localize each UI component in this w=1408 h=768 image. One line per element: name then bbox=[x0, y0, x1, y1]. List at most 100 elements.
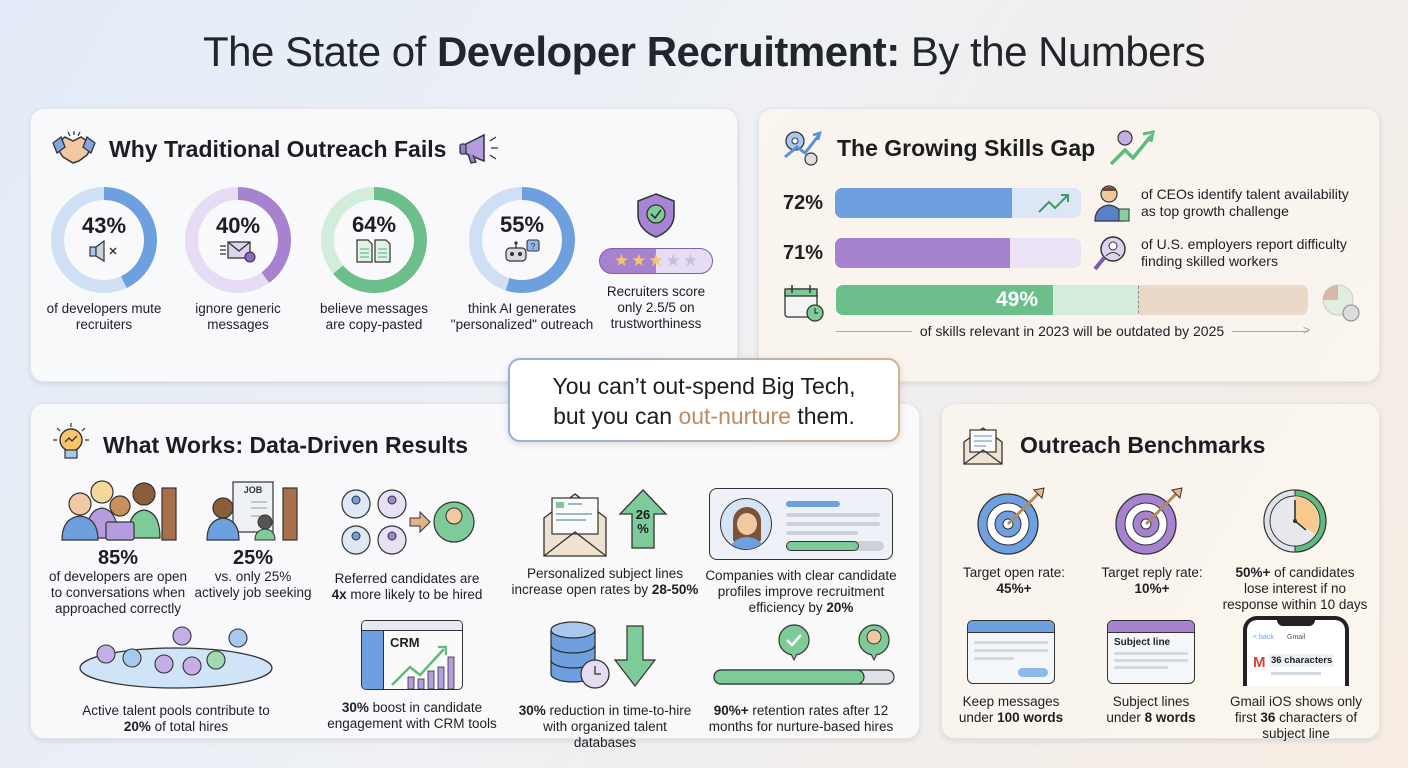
stat-label: retention rates after 12 months for nurt… bbox=[708, 703, 894, 734]
search-person-icon bbox=[1093, 236, 1126, 271]
stat-label: Gmail iOS shows only first bbox=[1229, 694, 1363, 725]
stat-label: characters of subject line bbox=[1262, 710, 1358, 741]
mock-subject-text: Subject line bbox=[1114, 637, 1171, 648]
stat-value: 64% bbox=[351, 212, 397, 237]
pie-clock-icon bbox=[1322, 284, 1360, 322]
subject-window-icon: Subject line bbox=[1107, 620, 1195, 684]
stat-crm-engagement: CRM 30% boost in candidate engagement wi… bbox=[327, 620, 497, 732]
stat-highlight: 20% bbox=[123, 719, 151, 734]
title-pre: The State of bbox=[202, 28, 437, 75]
job-seeker-icon: JOB bbox=[206, 481, 298, 541]
stat-value: 43% bbox=[81, 213, 127, 238]
outdated-caption: of skills relevant in 2023 will be outda… bbox=[836, 323, 1310, 339]
star-rating: ★ ★ ★ ★ ★ bbox=[599, 248, 713, 274]
handshake-icon bbox=[52, 131, 96, 164]
envelope-icon bbox=[220, 241, 256, 263]
stat-label: ignore generic messages bbox=[195, 301, 281, 332]
benchmark-open-rate: Target open rate: 45%+ bbox=[954, 486, 1074, 597]
benchmark-reply-rate: Target reply rate: 10%+ bbox=[1092, 486, 1212, 597]
bar-description: of CEOs identify talent availability as … bbox=[1141, 186, 1349, 219]
bar-description: of skills relevant in 2023 will be outda… bbox=[919, 323, 1225, 339]
crm-label: CRM bbox=[390, 635, 420, 650]
stat-label: of total hires bbox=[150, 719, 229, 734]
stat-personalized-subjects: 26% Personalized subject lines increase … bbox=[505, 488, 705, 598]
quote-line-1: You can’t out-spend Big Tech, bbox=[552, 373, 856, 399]
bar-value: 72% bbox=[783, 191, 824, 214]
benchmark-message-length: Keep messages under 100 words bbox=[956, 620, 1066, 726]
stat-actively-seeking: JOB 25% vs. only 25% actively job seekin… bbox=[193, 476, 313, 601]
donut-chart: 40% bbox=[185, 187, 291, 293]
stat-highlight: 90%+ bbox=[713, 703, 749, 718]
stat-label: Target reply rate: bbox=[1101, 565, 1203, 580]
stat-highlight: 4x bbox=[331, 587, 347, 602]
quote-line-2: but you can out-nurture them. bbox=[510, 401, 898, 431]
message-window-icon bbox=[967, 620, 1055, 684]
quote-text: them. bbox=[790, 403, 855, 429]
mock-subject-text: 36 characters bbox=[1269, 654, 1335, 667]
bar-value: 71% bbox=[783, 241, 824, 264]
mock-app-name: Gmail bbox=[1287, 634, 1306, 641]
stat-value: 85% bbox=[97, 547, 139, 569]
open-envelope-icon bbox=[543, 493, 607, 557]
gear-trend-icon bbox=[784, 131, 822, 166]
stat-open-to-conversations: 85% of developers are open to conversati… bbox=[45, 476, 191, 617]
referral-network-icon bbox=[341, 489, 475, 555]
muted-speaker-icon bbox=[89, 239, 117, 263]
stat-label: more likely to be hired bbox=[346, 587, 483, 602]
stat-ai-personalized: 55% ? think AI generates "personalized" … bbox=[449, 187, 595, 333]
up-arrow-badge: 26% bbox=[618, 488, 668, 550]
donut-chart: 64% bbox=[321, 187, 427, 293]
benchmarks-card: Outreach Benchmarks Target open rate: 45… bbox=[941, 403, 1380, 741]
stat-label: believe messages are copy-pasted bbox=[319, 301, 429, 332]
target-icon bbox=[1115, 487, 1183, 555]
stat-retention: 90%+ retention rates after 12 months for… bbox=[701, 620, 901, 735]
retention-progress-icon bbox=[713, 624, 895, 685]
progress-bar: 49% bbox=[836, 285, 1308, 315]
what-works-card: What Works: Data-Driven Results 85% of d… bbox=[30, 403, 920, 750]
stat-ignore-generic: 40% ignore generic messages bbox=[173, 187, 303, 333]
stat-label: boost in candidate engagement with CRM t… bbox=[327, 700, 497, 731]
stat-mute-recruiters: 43% of developers mute recruiters bbox=[39, 187, 169, 333]
quote-callout: You can’t out-spend Big Tech, but you ca… bbox=[508, 358, 900, 442]
stat-label: Companies with clear candidate profiles … bbox=[705, 568, 897, 615]
stat-highlight: 30% bbox=[341, 700, 369, 715]
stat-value: 10%+ bbox=[1134, 581, 1170, 596]
stat-label: vs. only 25% actively job seeking bbox=[194, 569, 312, 600]
skills-bar-employers: 71% of U.S. employers report difficulty … bbox=[783, 233, 1361, 273]
star-empty-icon: ★ bbox=[682, 251, 699, 270]
stat-label: Referred candidates are bbox=[334, 571, 480, 586]
title-post: By the Numbers bbox=[899, 28, 1206, 75]
arrow-value: 26 bbox=[635, 507, 651, 522]
mock-back-link: < back bbox=[1253, 634, 1274, 641]
stat-candidate-profiles: Companies with clear candidate profiles … bbox=[691, 488, 911, 616]
section-heading: Outreach Benchmarks bbox=[1020, 431, 1266, 458]
stat-trust-score: ★ ★ ★ ★ ★ Recruiters score only 2.5/5 on tru… bbox=[593, 191, 719, 332]
target-icon bbox=[977, 487, 1045, 555]
skills-gap-card: The Growing Skills Gap 72% of CEOs ident… bbox=[758, 108, 1380, 382]
quote-text: but you can bbox=[553, 403, 679, 429]
lightbulb-icon bbox=[53, 423, 89, 459]
stat-label: reduction in time-to-hire with organized… bbox=[543, 703, 692, 750]
ceo-icon bbox=[1094, 185, 1130, 222]
stat-copy-pasted: 64% believe messages are copy-pasted bbox=[309, 187, 439, 333]
documents-icon bbox=[356, 239, 391, 263]
stat-highlight: 50%+ bbox=[1235, 565, 1271, 580]
stat-highlight: 36 bbox=[1260, 710, 1276, 725]
skills-gap-header: The Growing Skills Gap bbox=[781, 127, 1157, 169]
stat-label: Keep messages under bbox=[958, 694, 1060, 725]
stat-label: of developers are open to conversations … bbox=[48, 569, 188, 616]
mail-envelope-icon bbox=[963, 427, 1003, 465]
gmail-logo-icon: M bbox=[1253, 654, 1266, 671]
stat-label: Target open rate: bbox=[962, 565, 1066, 580]
svg-text:?: ? bbox=[531, 242, 536, 251]
star-filled-icon: ★ bbox=[648, 251, 664, 270]
stat-highlight: 28-50% bbox=[651, 582, 699, 597]
stat-label: Active talent pools contribute to bbox=[82, 703, 270, 718]
clock-icon bbox=[1263, 489, 1327, 553]
outreach-fails-header: Why Traditional Outreach Fails bbox=[51, 129, 502, 169]
robot-icon: ? bbox=[505, 239, 540, 262]
stat-highlight: 30% bbox=[518, 703, 546, 718]
what-works-header: What Works: Data-Driven Results bbox=[51, 422, 468, 468]
trend-up-icon bbox=[1038, 194, 1069, 213]
title-bold: Developer Recruitment: bbox=[436, 28, 900, 75]
